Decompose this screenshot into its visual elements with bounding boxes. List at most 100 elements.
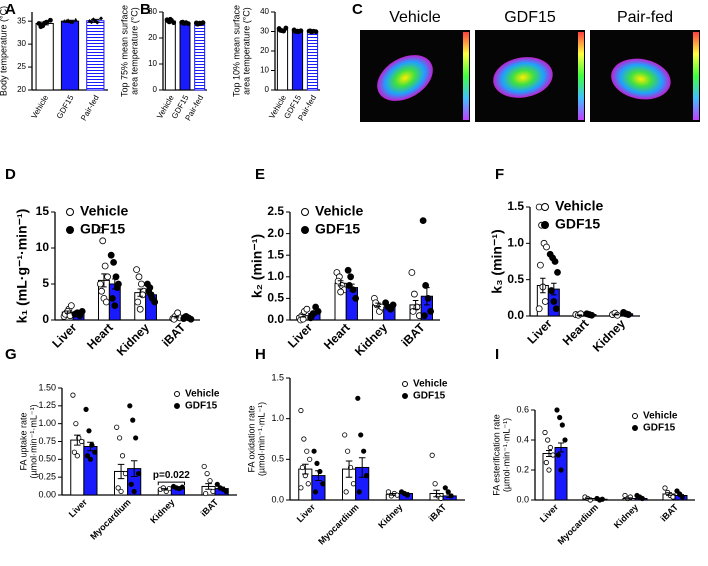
x-tick-label: Kidney — [148, 497, 176, 525]
y-tick-label: 0 — [42, 312, 49, 326]
x-tick-label: Myocardium — [556, 502, 601, 547]
data-point — [111, 302, 119, 310]
data-point — [107, 251, 115, 259]
x-tick-label: Myocardium — [316, 502, 361, 547]
data-point — [304, 448, 310, 454]
data-point — [320, 481, 326, 487]
x-tick-label: Kidney — [590, 316, 628, 354]
error-bar — [598, 498, 604, 501]
error-bar — [349, 283, 355, 292]
x-tick-label: iBAT — [159, 320, 189, 350]
bar — [194, 22, 206, 91]
error-bar — [558, 442, 564, 453]
y-axis-label: Top 75% mean surface — [119, 5, 129, 97]
thermal-blob — [611, 58, 671, 100]
data-point — [171, 20, 177, 26]
data-point — [427, 307, 435, 315]
error-bar — [446, 493, 453, 499]
error-bar — [386, 305, 393, 309]
y-axis-label: k₁ (mL·g⁻¹·min⁻¹) — [14, 209, 30, 324]
bar — [86, 20, 105, 91]
legend-marker — [402, 393, 408, 399]
legend-marker — [174, 403, 180, 409]
panel-letter: H — [255, 346, 266, 363]
data-point — [557, 414, 563, 421]
data-point — [555, 452, 561, 458]
data-point — [79, 438, 85, 445]
y-tick-label: 0.75 — [38, 436, 56, 446]
y-tick-label: 1.50 — [38, 382, 56, 392]
x-tick-label: iBAT — [199, 497, 221, 519]
bar — [179, 22, 191, 91]
data-point — [151, 298, 159, 306]
error-bar — [546, 450, 552, 457]
y-axis-label: (µmol·min⁻¹·mL⁻¹) — [501, 418, 511, 492]
error-bar — [161, 488, 169, 491]
legend-label: GDF15 — [555, 216, 600, 232]
y-tick-label: 0 — [153, 85, 158, 94]
y-axis-label: FA oxidation rate — [246, 405, 256, 472]
data-point — [550, 298, 558, 305]
y-axis-label: FA esterification rate — [491, 414, 501, 496]
x-tick-label: Kidney — [114, 320, 152, 358]
data-point — [48, 17, 53, 23]
color-scale — [693, 32, 699, 120]
error-bar — [130, 460, 138, 477]
y-tick-label: 5 — [42, 276, 49, 290]
y-tick-label: 20 — [148, 33, 157, 42]
legend-label: Vehicle — [80, 203, 128, 219]
data-point — [122, 470, 129, 477]
legend-label: Vehicle — [643, 411, 678, 422]
bar — [35, 22, 54, 91]
data-point — [409, 307, 417, 315]
data-point — [305, 481, 311, 487]
data-point — [203, 490, 209, 497]
y-tick-label: 0.5 — [507, 272, 524, 286]
y-tick-label: 1.0 — [507, 236, 524, 250]
data-point — [96, 226, 104, 234]
y-axis-label: (µmol·min⁻¹·mL⁻¹) — [28, 404, 38, 478]
y-tick-label: 1.5 — [507, 199, 524, 213]
x-tick-label: Kidney — [612, 502, 640, 530]
data-point — [102, 298, 110, 306]
data-point — [137, 280, 145, 288]
data-point — [432, 481, 438, 487]
error-bar — [678, 494, 684, 497]
data-point — [350, 481, 357, 487]
error-bar — [101, 273, 107, 288]
thermal-blob — [377, 55, 433, 101]
data-point — [442, 485, 448, 491]
y-tick-label: 0.5 — [267, 291, 284, 305]
annotation: p=0.022 — [153, 470, 190, 481]
data-point — [101, 262, 109, 270]
y-tick-label: 0.6 — [516, 404, 529, 414]
legend-label: GDF15 — [413, 391, 446, 402]
error-bar — [112, 278, 118, 290]
data-point — [128, 481, 134, 487]
data-point — [71, 449, 77, 455]
data-point — [355, 395, 361, 401]
bar — [276, 29, 289, 91]
color-scale — [463, 32, 469, 120]
image-label: GDF15 — [504, 9, 556, 26]
y-tick-label: 25 — [17, 62, 26, 71]
y-tick-label: 15 — [36, 204, 50, 218]
error-bar — [197, 22, 203, 25]
x-tick-label: Pair-fed — [79, 94, 101, 123]
y-axis-label: Body temperature (°C) — [0, 6, 8, 96]
data-point — [314, 460, 320, 466]
y-axis-label: k₂ (min⁻¹) — [249, 234, 265, 298]
data-point — [311, 448, 317, 454]
error-bar — [148, 292, 154, 298]
data-point — [98, 287, 105, 295]
data-point — [134, 298, 142, 306]
legend-marker — [66, 208, 74, 216]
data-point — [536, 261, 544, 269]
x-tick-label: iBAT — [427, 502, 449, 524]
error-bar — [309, 30, 316, 33]
error-bar — [433, 489, 440, 498]
data-point — [554, 407, 560, 413]
error-bar — [300, 313, 306, 318]
thermal-blob — [493, 57, 553, 98]
data-point — [133, 266, 140, 274]
